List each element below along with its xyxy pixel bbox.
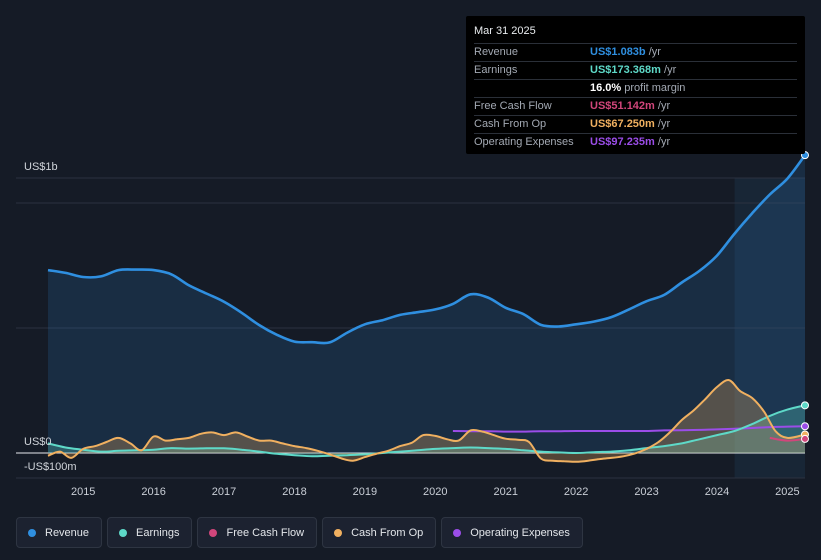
tooltip-row: Earnings US$173.368m /yr [474, 61, 797, 79]
tooltip-row: Operating Expenses US$97.235m /yr [474, 133, 797, 151]
y-axis: US$1b US$0 -US$100m [24, 161, 77, 473]
tooltip-row-label: Operating Expenses [474, 136, 574, 148]
tooltip-row: Revenue US$1.083b /yr [474, 43, 797, 61]
gridlines [16, 177, 805, 479]
tooltip-row-unit: /yr [654, 100, 671, 112]
legend-label: Operating Expenses [470, 526, 570, 539]
legend-label: Revenue [45, 526, 90, 539]
legend-dot-icon [334, 528, 343, 537]
tooltip-row-value: US$97.235m /yr [590, 136, 671, 148]
tooltip-row-value: 16.0% profit margin [590, 82, 686, 94]
legend-dot-icon [119, 528, 128, 537]
tooltip-date: Mar 31 2025 [474, 25, 536, 37]
tooltip-row-label: Free Cash Flow [474, 100, 552, 112]
tooltip-row-unit: /yr [654, 118, 671, 130]
revenue-area [48, 155, 805, 453]
x-tick-label: 2019 [353, 486, 377, 498]
earnings-line [47, 404, 806, 458]
legend: Revenue Earnings Free Cash Flow Cash From O… [16, 517, 583, 548]
legend-item-operating-expenses[interactable]: Operating Expenses [441, 517, 583, 548]
x-tick-label: 2020 [423, 486, 447, 498]
legend-item-free-cash-flow[interactable]: Free Cash Flow [197, 517, 318, 548]
legend-dot-icon [28, 528, 36, 537]
tooltip-row-label: Cash From Op [474, 118, 547, 130]
operating-expenses-line [452, 425, 806, 433]
tooltip: Mar 31 2025 Revenue US$1.083b /yr Earnings… [466, 16, 805, 154]
x-tick-label: 2016 [141, 486, 165, 498]
tooltip-row-unit: /yr [660, 64, 677, 76]
legend-dot-icon [209, 528, 218, 537]
tooltip-row-unit: /yr [645, 46, 661, 58]
legend-label: Free Cash Flow [226, 526, 305, 539]
legend-dot-icon [453, 528, 462, 537]
tooltip-row-value: US$173.368m /yr [590, 64, 677, 76]
x-tick-label: 2015 [71, 486, 95, 498]
series-endpoints [801, 151, 809, 443]
tooltip-row-value: US$67.250m /yr [590, 118, 671, 130]
x-tick-label: 2023 [634, 486, 658, 498]
tooltip-row-unit: profit margin [621, 82, 686, 94]
x-tick-label: 2024 [705, 486, 729, 498]
legend-item-cash-from-op[interactable]: Cash From Op [322, 517, 437, 548]
x-tick-label: 2022 [564, 486, 588, 498]
x-axis: 2015 2016 2017 2018 2019 2020 2021 2022 2023 2024… [71, 486, 800, 498]
legend-item-earnings[interactable]: Earnings [107, 517, 193, 548]
tooltip-row-value: US$1.083b /yr [590, 46, 661, 58]
y-label-top: US$1b [24, 161, 58, 173]
tooltip-row-unit: /yr [654, 136, 671, 148]
revenue-line [47, 154, 807, 345]
y-label-zero: US$0 [24, 436, 52, 448]
operating-expenses-endpoint [801, 422, 809, 431]
x-tick-label: 2025 [775, 486, 799, 498]
cash-from-op-area [48, 380, 805, 462]
tooltip-row: Cash From Op US$67.250m /yr [474, 115, 797, 133]
tooltip-row-value: US$51.142m /yr [590, 100, 671, 112]
legend-label: Earnings [136, 526, 180, 539]
x-tick-label: 2017 [212, 486, 236, 498]
tooltip-row-label: Revenue [474, 46, 519, 58]
x-tick-label: 2021 [493, 486, 517, 498]
legend-item-revenue[interactable]: Revenue [16, 517, 103, 548]
legend-label: Cash From Op [351, 526, 424, 539]
earnings-endpoint [801, 401, 809, 410]
series-lines [47, 154, 807, 463]
x-tick-label: 2018 [282, 486, 306, 498]
tooltip-rows: Revenue US$1.083b /yr Earnings US$173.368m … [474, 43, 797, 151]
tooltip-row: Free Cash Flow US$51.142m /yr [474, 97, 797, 115]
free-cash-flow-endpoint [801, 434, 809, 443]
tooltip-row-label: Earnings [474, 64, 518, 76]
y-label-bottom: -US$100m [24, 461, 77, 473]
cash-from-op-line [47, 379, 806, 463]
tooltip-row: 16.0% profit margin [474, 79, 797, 97]
series-areas [48, 155, 805, 462]
